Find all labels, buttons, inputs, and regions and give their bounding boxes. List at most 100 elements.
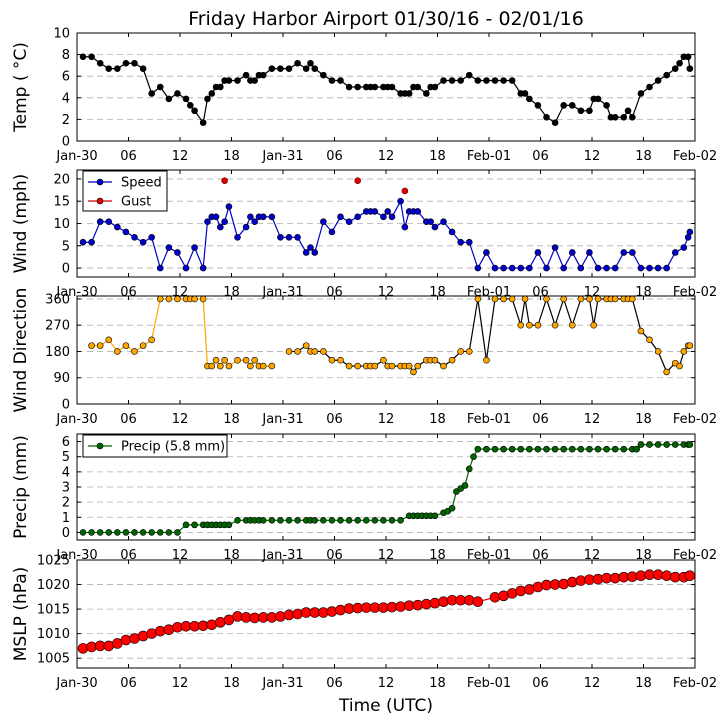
precip-legend-marker — [96, 442, 104, 450]
wind-point — [440, 218, 447, 226]
temp-point — [217, 83, 224, 91]
precip-point — [165, 529, 173, 536]
precip-point — [354, 517, 361, 524]
precip-ytick-label: 0 — [62, 526, 70, 541]
temp-y-axis-label: Temp ( °C) — [11, 42, 31, 133]
temp-point — [624, 107, 632, 115]
wind-point — [500, 264, 507, 272]
precip-point — [337, 517, 344, 524]
precip-point — [259, 517, 267, 524]
direction-point — [465, 348, 473, 355]
direction-point — [414, 362, 422, 370]
temp-point — [268, 65, 276, 72]
precip-point — [191, 521, 198, 529]
wind-point — [560, 264, 567, 272]
mslp-ytick-label: 1025 — [37, 554, 70, 569]
temp-point — [620, 113, 628, 121]
direction-point — [156, 295, 164, 303]
precip-point — [654, 441, 662, 448]
temp-point — [534, 102, 542, 109]
direction-point — [568, 321, 576, 329]
precip-point — [320, 517, 327, 524]
wind-point — [414, 208, 422, 215]
wind-point — [380, 213, 387, 221]
precip-point — [534, 445, 542, 453]
wind-point — [182, 264, 190, 272]
temp-xtick-label: Feb-02 — [673, 149, 717, 164]
wind-point — [637, 264, 645, 272]
direction-xtick-label: 12 — [584, 412, 601, 427]
precip-point — [96, 529, 104, 536]
direction-point — [371, 362, 379, 370]
precip-xtick-label: 18 — [223, 548, 240, 563]
wind-point — [474, 264, 482, 272]
precip-xtick-label: 18 — [635, 548, 652, 563]
precip-point — [611, 445, 619, 453]
direction-point — [405, 362, 413, 370]
wind-point — [337, 213, 344, 221]
precip-point — [148, 529, 155, 536]
precip-legend — [82, 434, 228, 458]
wind-point — [294, 234, 301, 241]
wind-point — [620, 249, 628, 256]
precip-xtick-label: 18 — [429, 548, 446, 563]
precip-point — [448, 504, 456, 512]
direction-point — [508, 295, 516, 303]
temp-point — [671, 65, 679, 72]
wind-point — [465, 238, 473, 246]
wind-point — [384, 208, 392, 215]
precip-point — [380, 517, 387, 524]
wind-point — [148, 234, 155, 241]
temp-xtick-label: 06 — [326, 149, 343, 164]
direction-point — [526, 321, 533, 329]
wind-point — [79, 238, 87, 246]
direction-point — [637, 327, 645, 335]
temp-xtick-label: Feb-01 — [467, 149, 511, 164]
temp-point — [663, 71, 670, 79]
temp-point — [302, 65, 310, 72]
temp-point — [259, 71, 267, 79]
direction-point — [457, 348, 464, 355]
direction-point — [131, 348, 138, 355]
wind-legend-marker — [96, 178, 104, 186]
precip-point — [508, 445, 516, 453]
chart-title: Friday Harbor Airport 01/30/16 - 02/01/1… — [188, 8, 584, 30]
wind-point — [594, 264, 602, 272]
direction-point — [96, 342, 104, 349]
precip-point — [594, 445, 602, 453]
precip-point — [311, 517, 319, 524]
direction-xtick-label: 18 — [429, 412, 446, 427]
direction-point — [320, 348, 327, 355]
direction-xtick-label: 12 — [172, 412, 189, 427]
wind-legend-marker — [96, 197, 104, 205]
temp-ytick-label: 6 — [62, 70, 70, 85]
precip-xtick-label: Feb-02 — [673, 548, 717, 563]
mslp-ytick-label: 1020 — [37, 578, 70, 593]
temp-point — [414, 83, 422, 91]
temp-point — [637, 90, 645, 97]
direction-point — [380, 356, 387, 364]
direction-point — [122, 342, 130, 349]
temp-point — [560, 102, 567, 109]
direction-point — [294, 348, 301, 355]
temp-point — [345, 83, 353, 91]
temp-point — [431, 83, 439, 91]
mslp-xtick-label: 06 — [326, 676, 343, 691]
wind-point — [225, 203, 233, 210]
temp-xtick-label: 12 — [172, 149, 189, 164]
precip-point — [686, 441, 694, 448]
wind-point — [371, 208, 379, 215]
precip-xtick-label: 12 — [172, 548, 189, 563]
wind-point — [285, 234, 293, 241]
wind-point — [586, 249, 593, 256]
temp-point — [96, 59, 104, 67]
wind-point — [629, 249, 636, 256]
temp-xtick-label: 12 — [584, 149, 601, 164]
direction-xtick-label: 06 — [120, 412, 137, 427]
mslp-xtick-label: 06 — [120, 676, 137, 691]
direction-point — [165, 295, 173, 303]
precip-point — [586, 445, 593, 453]
temp-point — [586, 107, 593, 115]
mslp-xtick-label: Jan-30 — [55, 676, 97, 691]
